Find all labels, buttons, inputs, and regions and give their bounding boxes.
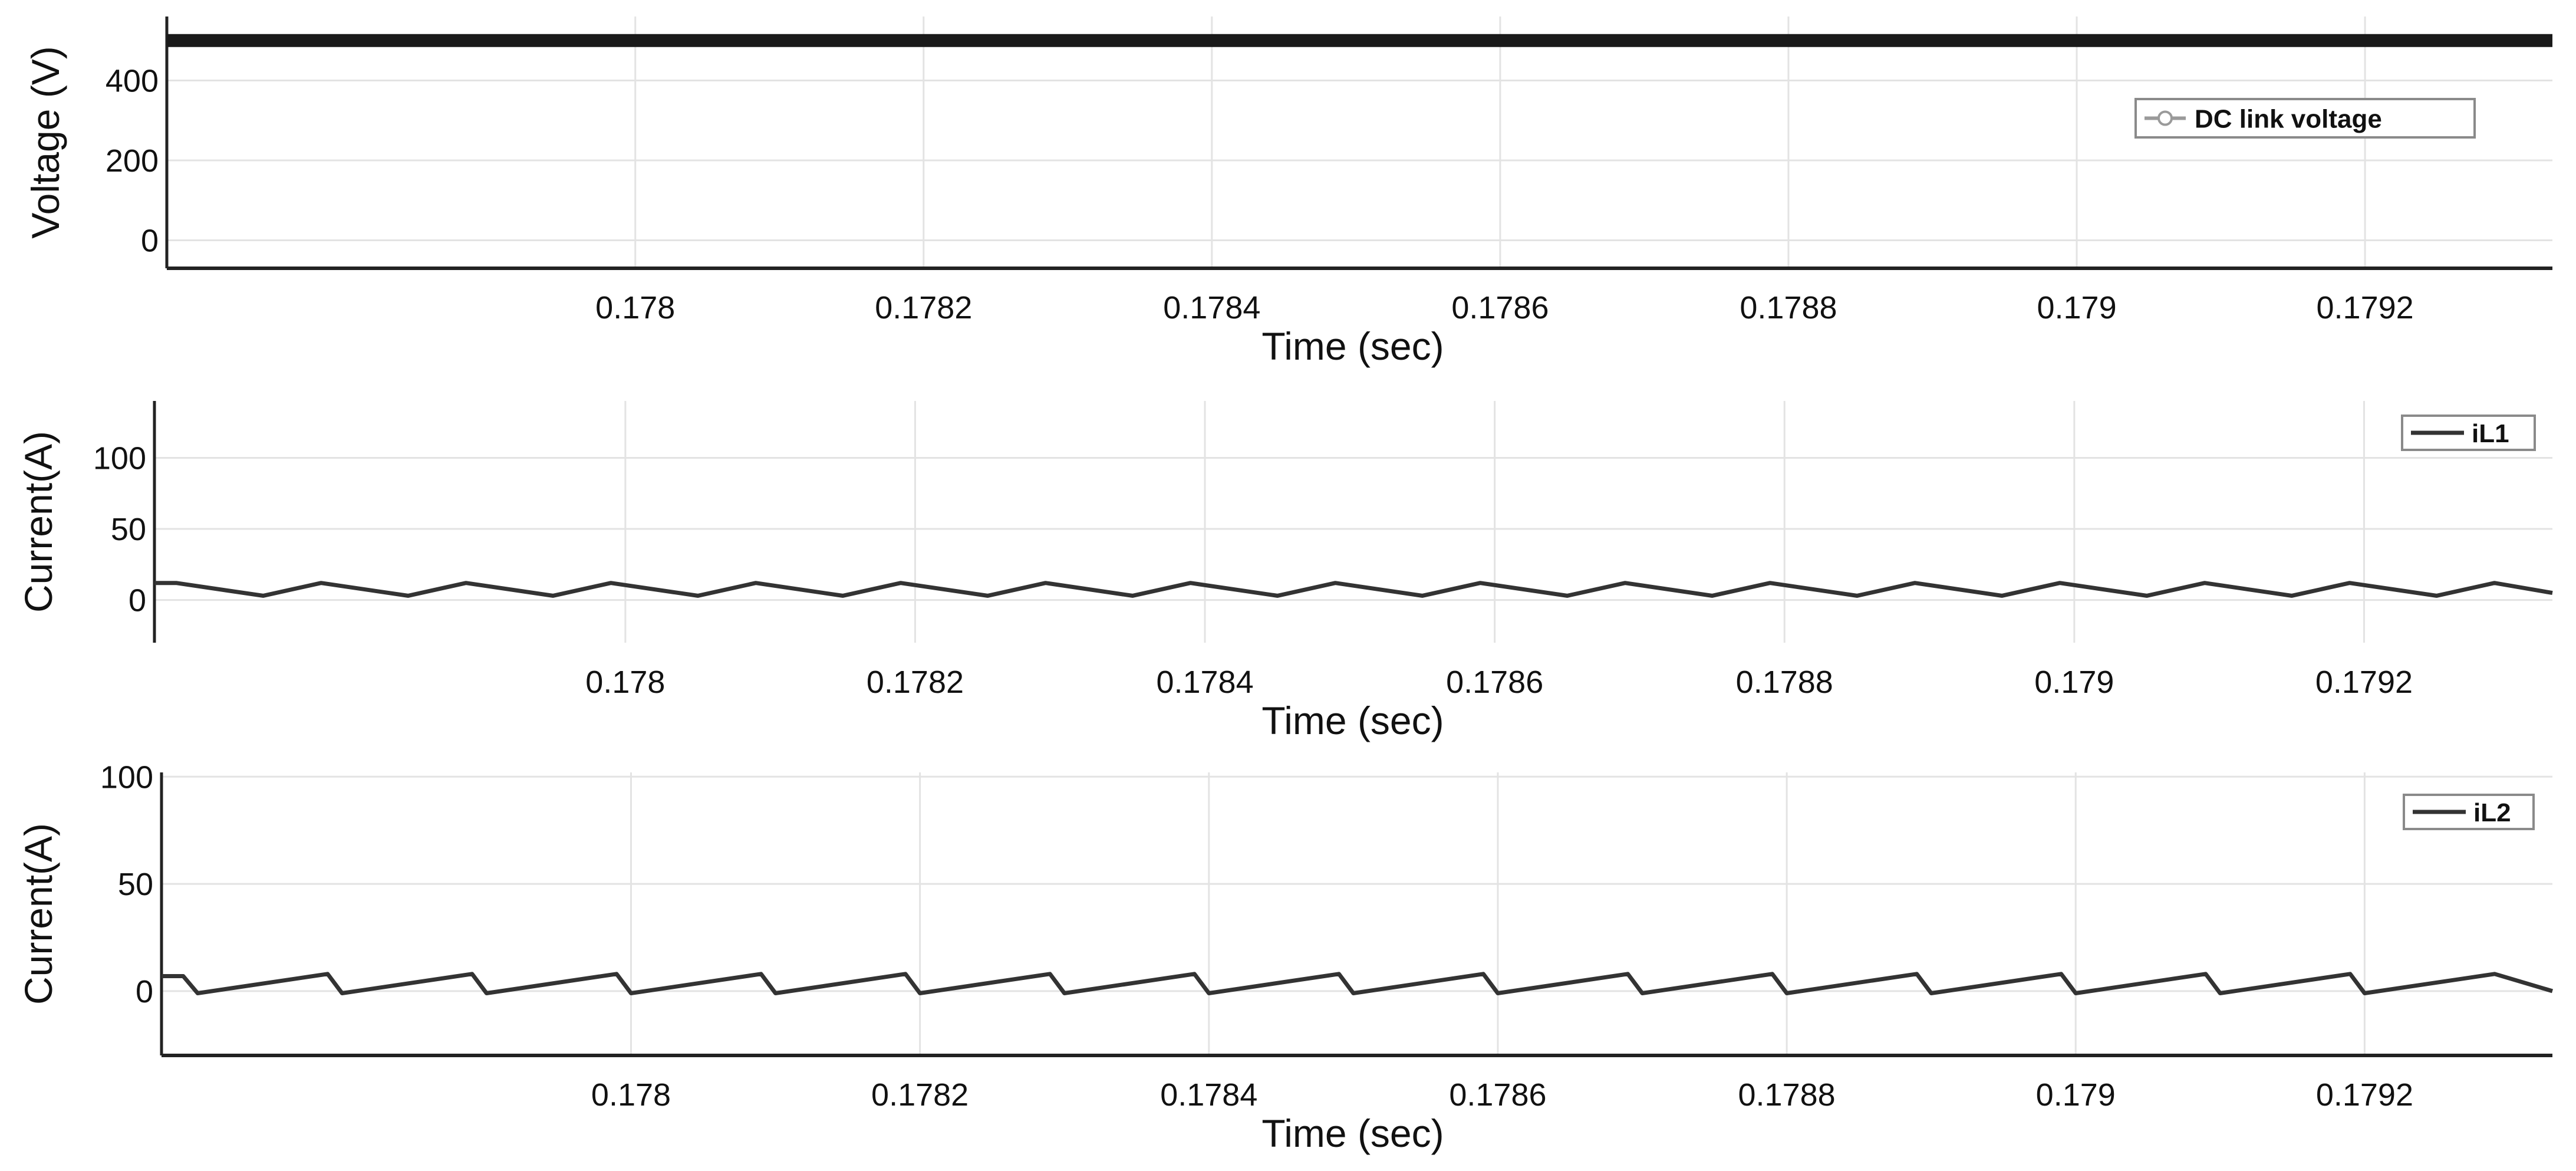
x-tick-label: 0.179: [2034, 665, 2114, 700]
y-tick-label: 0: [141, 223, 159, 259]
x-tick-label: 0.1782: [875, 290, 972, 325]
x-tick-label: 0.1788: [1738, 1077, 1836, 1113]
x-tick-label: 0.1786: [1451, 290, 1549, 325]
legend-label: DC link voltage: [2195, 105, 2382, 134]
y-axis-label: Voltage (V): [24, 46, 67, 239]
plot-area: [167, 17, 2552, 268]
x-tick-label: 0.1782: [871, 1077, 969, 1113]
plot-area: [162, 772, 2552, 1055]
x-tick-label: 0.1792: [2315, 665, 2413, 700]
legend-box: [2134, 98, 2476, 139]
y-tick-label: 0: [129, 583, 146, 619]
x-axis-label: Time (sec): [1261, 699, 1444, 742]
x-tick-label: 0.1788: [1740, 290, 1837, 325]
legend-label: iL1: [2472, 419, 2509, 448]
plot-area: [154, 401, 2552, 643]
series-line-il1: [154, 581, 2553, 598]
legend-label: iL2: [2473, 798, 2511, 827]
x-tick-label: 0.1784: [1156, 665, 1253, 700]
y-axis-label: Current(A): [17, 823, 60, 1005]
y-tick-label: 50: [111, 512, 146, 547]
x-tick-label: 0.179: [2036, 1077, 2116, 1113]
y-tick-label: 50: [118, 867, 153, 902]
legend-marker: [2157, 110, 2173, 126]
x-tick-label: 0.1784: [1163, 290, 1260, 325]
panel-3: 0 50 100 0.178 0.1782 0.1784 0.1786 0.1788 0.179…: [17, 759, 2553, 1155]
x-tick-label: 0.1788: [1736, 665, 1833, 700]
x-tick-label: 0.1786: [1449, 1077, 1546, 1113]
x-tick-label: 0.1782: [867, 665, 964, 700]
y-tick-label: 200: [106, 143, 159, 179]
x-tick-label: 0.1786: [1446, 665, 1543, 700]
x-tick-label: 0.1784: [1160, 1077, 1257, 1113]
y-tick-label: 100: [100, 759, 153, 795]
x-tick-label: 0.1792: [2317, 290, 2414, 325]
y-tick-label: 400: [106, 63, 159, 98]
x-tick-label: 0.179: [2037, 290, 2116, 325]
x-tick-label: 0.178: [591, 1077, 671, 1113]
x-tick-label: 0.1792: [2316, 1077, 2413, 1113]
y-tick-label: 0: [136, 974, 153, 1009]
panel-1: 0 200 400 0.178 0.1782 0.1784 0.1786 0.1788 0.17…: [24, 17, 2552, 368]
legend: DC link voltage: [2134, 98, 2476, 139]
panel-2: 0 50 100 0.178 0.1782 0.1784 0.1786 0.1788 0.179…: [17, 401, 2553, 742]
x-axis-label: Time (sec): [1261, 1111, 1444, 1155]
x-tick-label: 0.178: [595, 290, 675, 325]
legend: iL1: [2401, 415, 2536, 451]
y-tick-label: 100: [93, 440, 146, 476]
legend: iL2: [2403, 794, 2535, 830]
x-tick-label: 0.178: [585, 665, 665, 700]
y-axis-label: Current(A): [17, 431, 60, 613]
series-line-il2: [162, 972, 2553, 995]
x-axis-label: Time (sec): [1261, 324, 1444, 368]
